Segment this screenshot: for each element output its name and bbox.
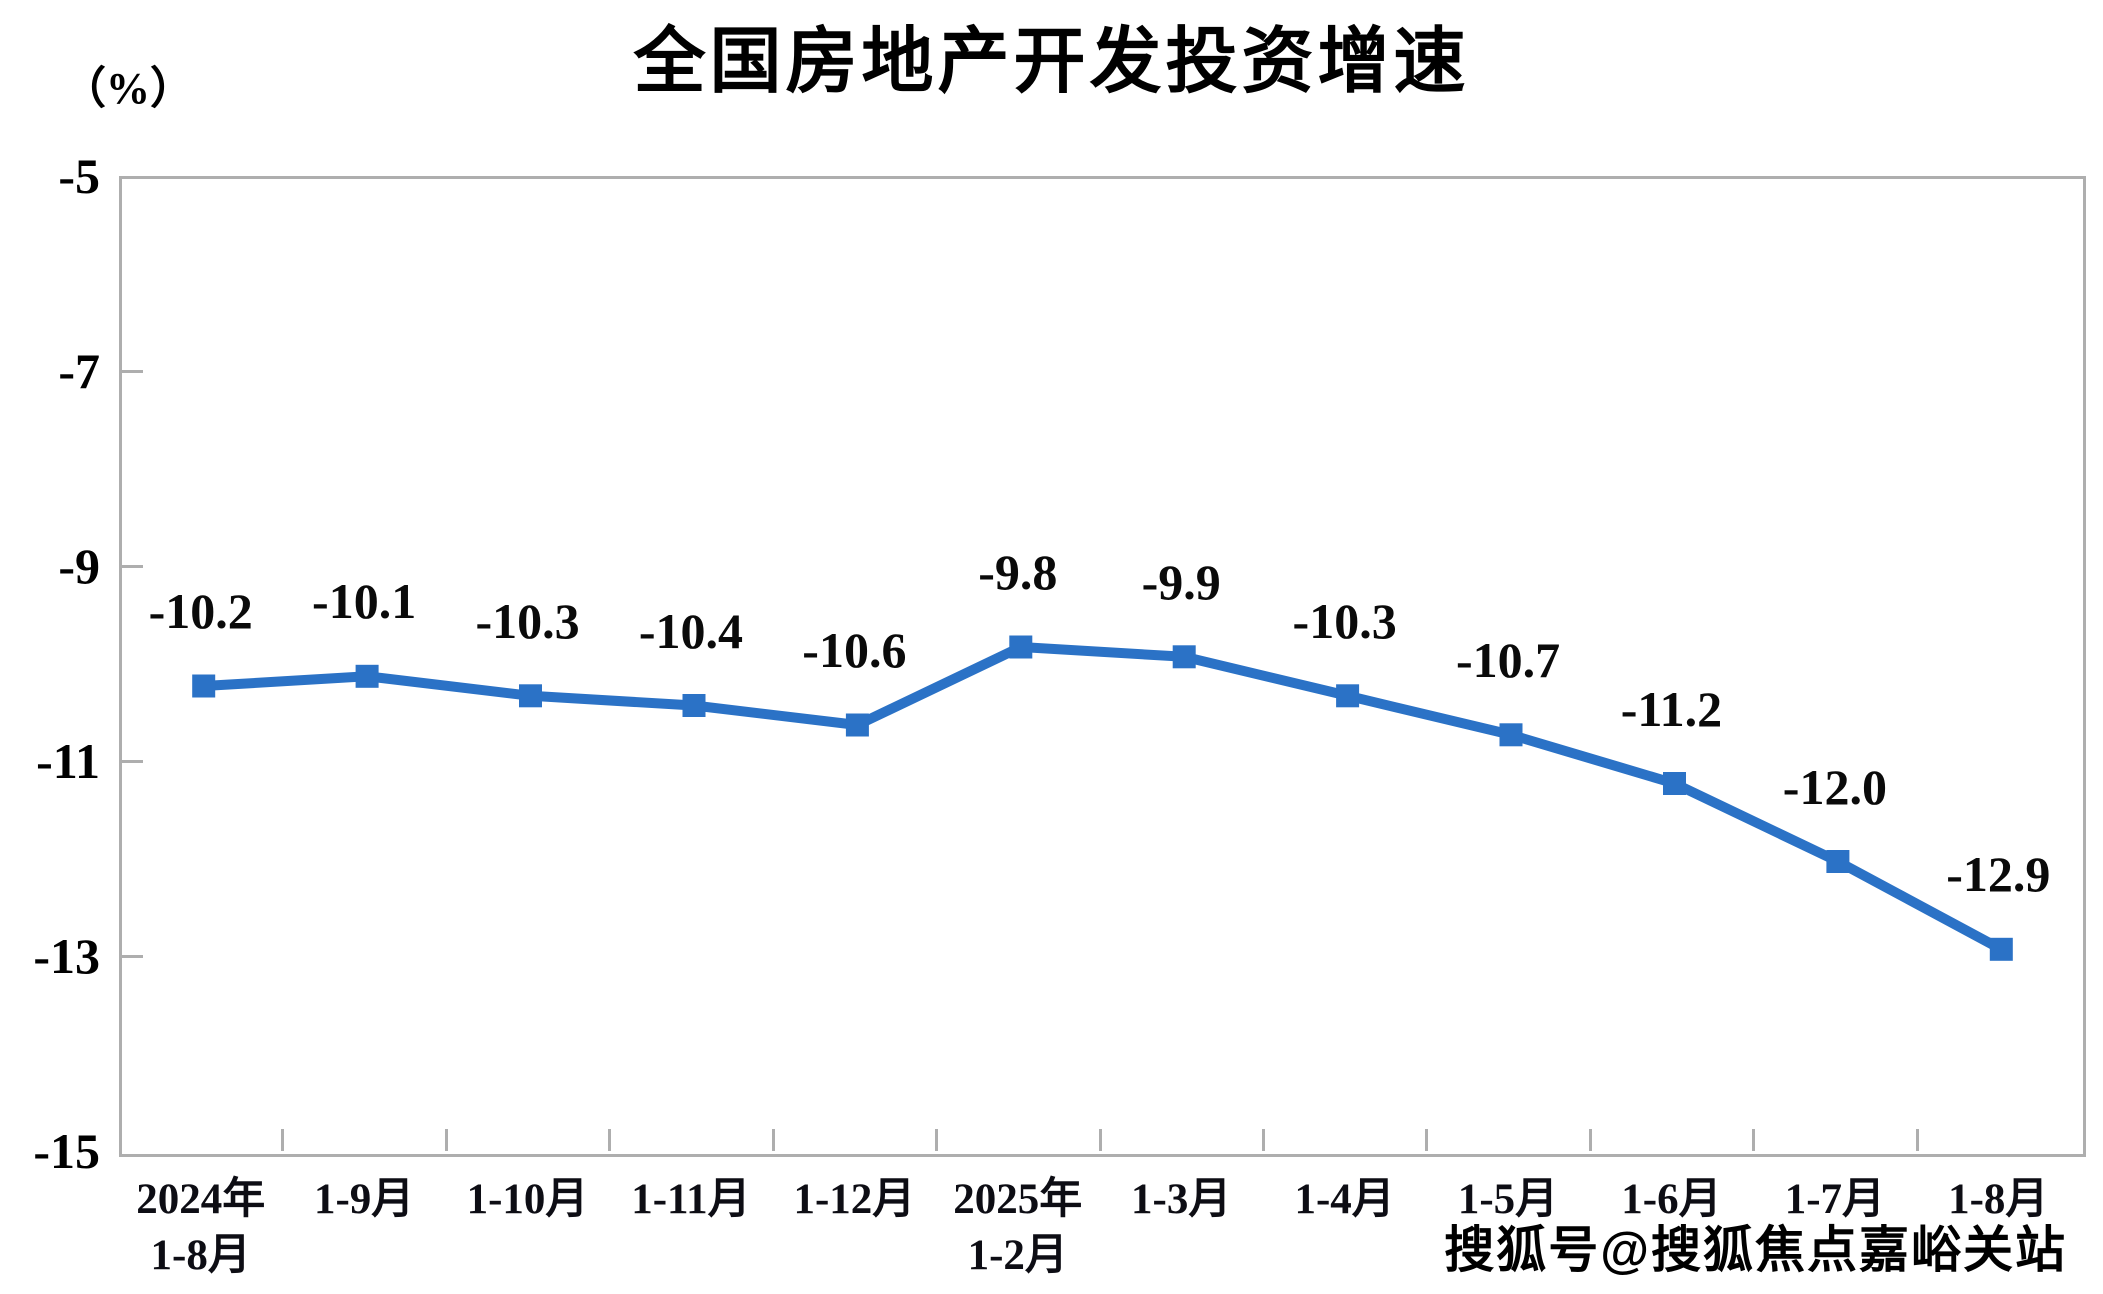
x-tick-label: 1-11月 — [631, 1176, 751, 1223]
y-tick-mark — [119, 760, 143, 763]
y-tick-label: -7 — [58, 343, 100, 399]
plot-area — [119, 176, 2086, 1157]
data-point-marker — [1826, 850, 1850, 873]
x-tick-mark — [1752, 1129, 1756, 1151]
data-point-label: -10.7 — [1455, 631, 1561, 688]
series-line — [203, 642, 2004, 954]
data-point-marker — [192, 674, 216, 698]
data-point-label: -10.3 — [475, 592, 580, 649]
x-tick-label: 2025年 — [953, 1176, 1083, 1223]
x-tick-label: 1-10月 — [466, 1176, 589, 1223]
data-point-marker — [1989, 937, 2013, 961]
data-point-marker — [355, 664, 379, 688]
y-axis-unit-label: （%） — [62, 64, 194, 113]
data-point-label: -9.9 — [1141, 553, 1221, 610]
y-tick-mark — [119, 370, 143, 373]
x-tick-mark — [1098, 1129, 1102, 1151]
data-point-marker — [682, 694, 706, 717]
y-tick-label: -13 — [33, 928, 100, 984]
data-point-label: -10.3 — [1292, 592, 1397, 649]
y-tick-mark — [119, 955, 143, 958]
x-tick-label: 1-6月 — [1621, 1176, 1722, 1223]
x-tick-mark — [1588, 1129, 1592, 1151]
x-tick-label-line2: 1-2月 — [967, 1232, 1068, 1279]
x-tick-label: 1-7月 — [1784, 1176, 1886, 1223]
x-tick-mark — [1261, 1129, 1265, 1151]
x-tick-label-line2: 1-8月 — [150, 1232, 251, 1279]
watermark: 搜狐号@搜狐焦点嘉峪关站 — [1444, 1222, 2067, 1278]
x-tick-mark — [1915, 1129, 1919, 1151]
x-tick-label: 1-4月 — [1294, 1176, 1395, 1223]
data-point-label: -11.2 — [1620, 680, 1723, 737]
data-point-label: -10.1 — [312, 573, 417, 630]
x-tick-label: 1-8月 — [1948, 1176, 2049, 1223]
x-tick-mark — [771, 1129, 775, 1151]
data-point-label: -10.6 — [802, 622, 907, 678]
x-tick-label: 1-5月 — [1457, 1176, 1559, 1223]
x-tick-label: 2024年 — [136, 1176, 266, 1223]
x-tick-label: 1-3月 — [1131, 1176, 1232, 1223]
data-point-label: -10.4 — [638, 602, 744, 659]
data-point-label: -10.2 — [148, 583, 253, 639]
data-point-marker — [845, 713, 869, 737]
data-point-label: -12.9 — [1946, 846, 2051, 903]
y-tick-mark — [119, 565, 143, 568]
data-point-marker — [1336, 684, 1360, 708]
x-tick-label: 1-9月 — [313, 1176, 415, 1223]
y-tick-label: -5 — [58, 148, 100, 204]
line-series-svg — [192, 635, 2013, 961]
data-point-marker — [1499, 723, 1523, 747]
data-point-marker — [1009, 635, 1033, 659]
x-tick-mark — [608, 1129, 612, 1151]
x-tick-mark — [1425, 1129, 1429, 1151]
x-tick-label: 1-12月 — [793, 1176, 916, 1223]
y-tick-label: -11 — [36, 733, 100, 789]
x-tick-mark — [935, 1129, 939, 1151]
data-point-label: -9.8 — [978, 544, 1058, 600]
y-tick-label: -9 — [58, 538, 100, 594]
x-tick-mark — [281, 1129, 285, 1151]
data-point-label: -12.0 — [1782, 758, 1887, 815]
y-tick-label: -15 — [33, 1123, 100, 1179]
data-point-marker — [1663, 772, 1686, 795]
data-point-marker — [519, 684, 542, 708]
x-tick-mark — [444, 1129, 448, 1151]
data-point-marker — [1172, 645, 1196, 669]
chart-title: 全国房地产开发投资增速 — [633, 22, 1470, 102]
